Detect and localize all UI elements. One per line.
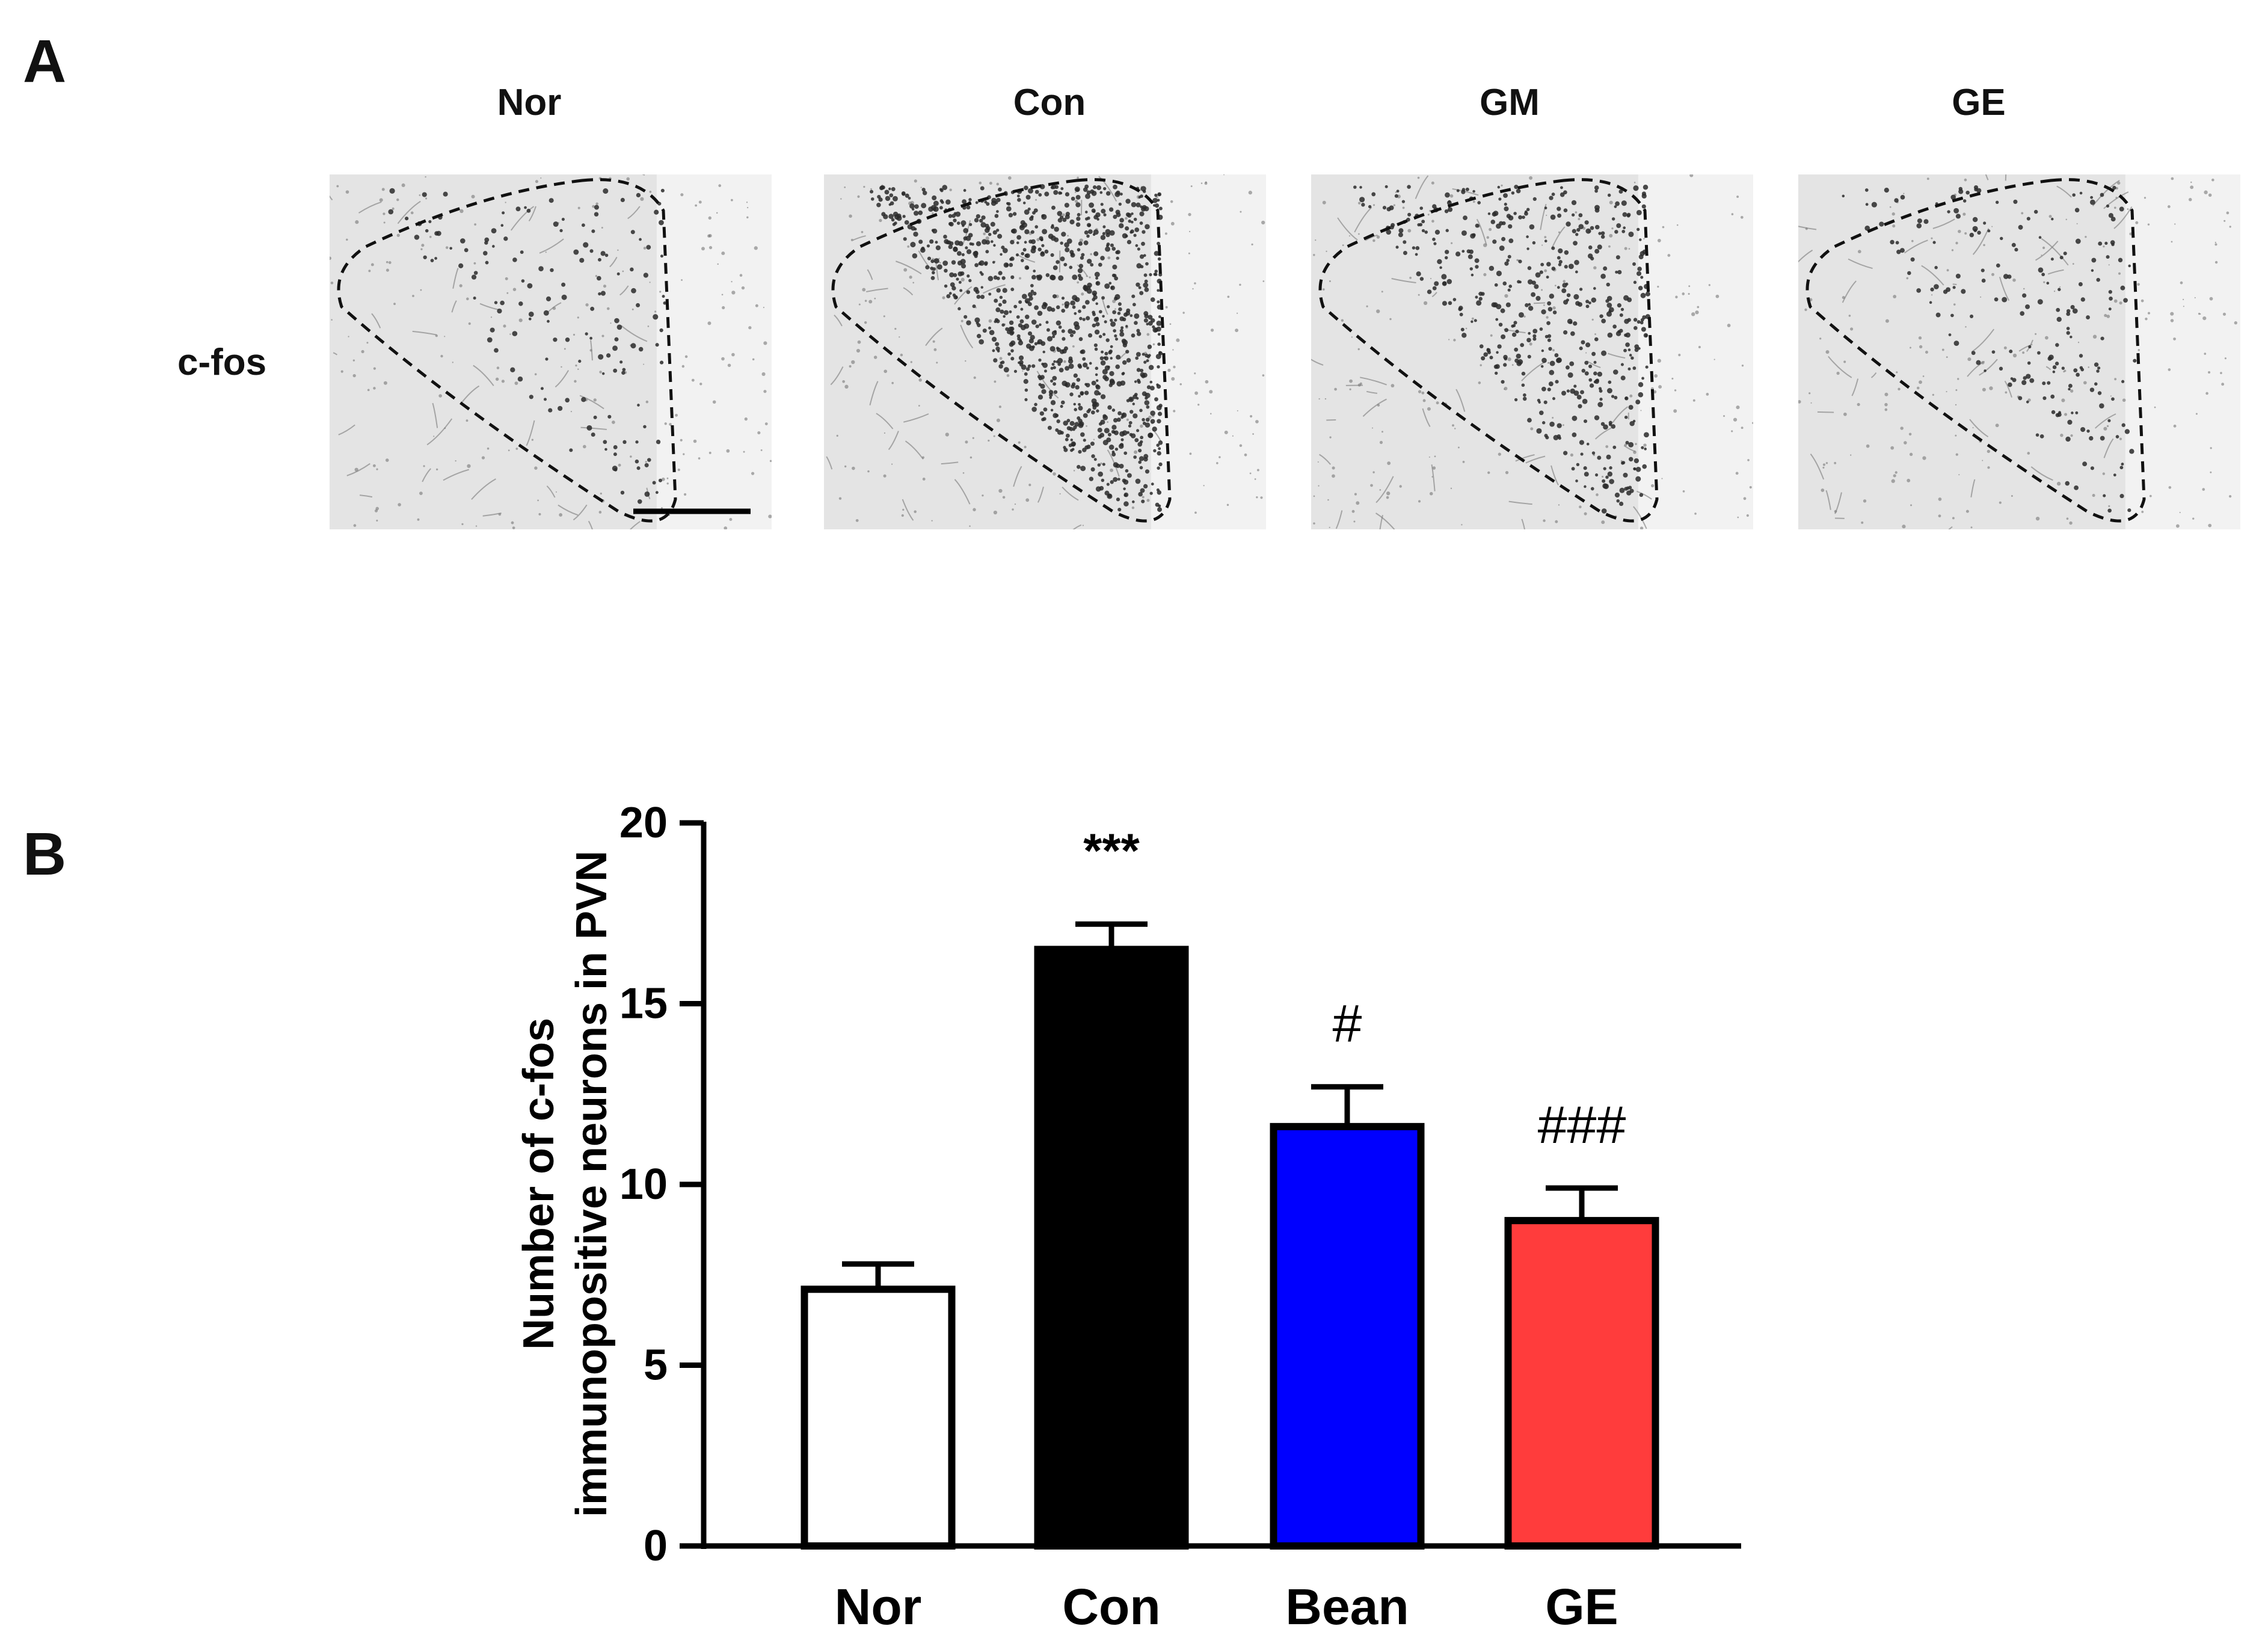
bar-ge [1504,1217,1659,1550]
column-title-gm: GM [1480,82,1540,123]
panel-a-label: A [23,28,67,95]
bar-con [1034,946,1189,1550]
x-tick-label: Bean [1285,1578,1409,1635]
bar-nor [801,1285,956,1550]
micrograph-nor-image [330,174,772,529]
y-tick-label: 15 [619,980,668,1028]
x-tick-label: Nor [835,1578,922,1635]
y-tick-label: 0 [644,1522,668,1570]
x-tick-label: GE [1545,1578,1618,1635]
panel-b-label: B [23,820,67,888]
significance-annotation: # [1333,994,1362,1053]
y-tick-label: 20 [619,799,668,847]
x-tick-label: Con [1062,1578,1160,1635]
y-tick-label: 5 [644,1341,668,1390]
y-tick-label: 10 [619,1160,668,1208]
significance-annotation: *** [1083,824,1140,877]
micrograph-ge [1798,174,2240,529]
column-title-con: Con [1013,82,1086,123]
micrograph-nor [330,174,772,529]
micrograph-con-image [824,174,1266,529]
micrograph-gm-image [1311,174,1753,529]
micrograph-gm [1311,174,1753,529]
row-label-c-fos: c-fos [177,342,267,383]
micrograph-con [824,174,1266,529]
micrograph-ge-image [1798,174,2240,529]
y-axis-title-line2: immunopositive neurons in PVN [568,851,616,1517]
significance-annotation: ### [1538,1095,1626,1154]
column-title-ge: GE [1952,82,2006,123]
bar-bean [1270,1122,1425,1550]
y-axis-title-line1: Number of c-fos [515,1018,563,1350]
column-title-nor: Nor [497,82,562,123]
